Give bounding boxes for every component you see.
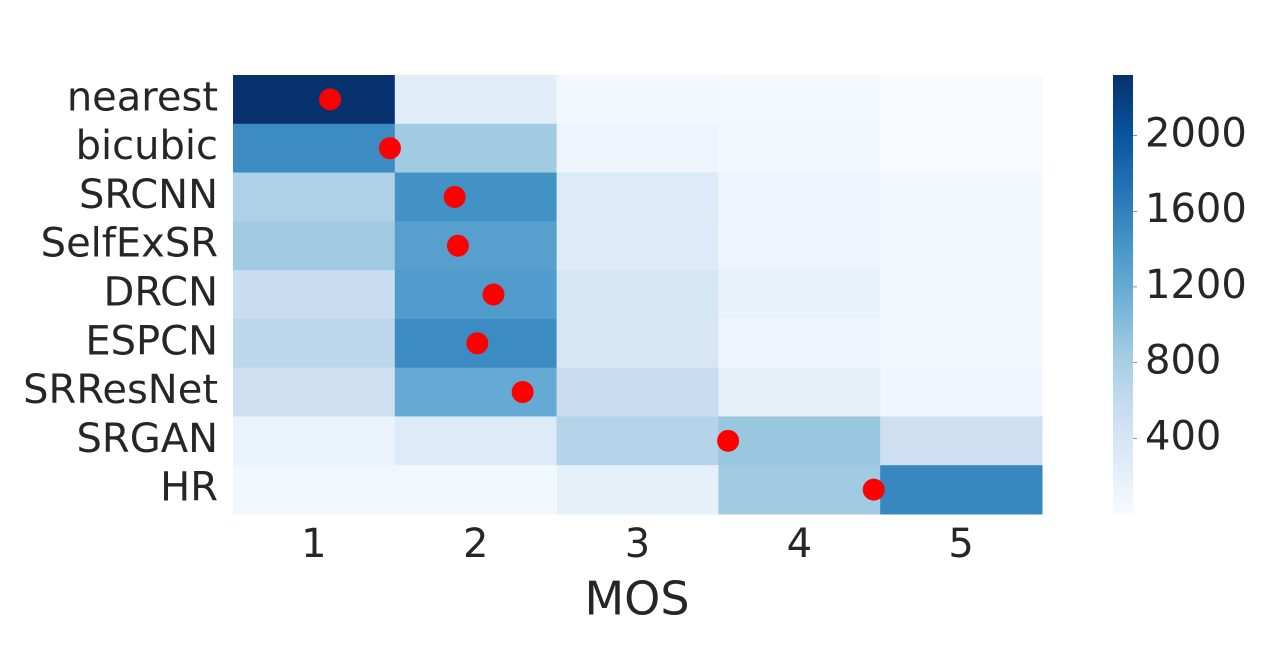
heatmap-cell bbox=[233, 270, 396, 320]
heatmap-cell bbox=[556, 221, 719, 271]
mean-dot bbox=[443, 185, 466, 208]
heatmap-cell bbox=[233, 465, 396, 515]
x-tick-label: 3 bbox=[625, 521, 650, 567]
heatmap-cell bbox=[880, 172, 1043, 222]
y-tick-label: ESPCN bbox=[85, 318, 218, 364]
heatmap-cell bbox=[394, 270, 558, 320]
heatmap-cell bbox=[556, 416, 719, 466]
colorbar-tick-label: 2000 bbox=[1145, 111, 1247, 157]
heatmap-cell bbox=[394, 172, 558, 222]
heatmap-cell bbox=[233, 367, 396, 417]
y-tick-label: nearest bbox=[67, 74, 218, 120]
x-tick-label: 4 bbox=[787, 521, 812, 567]
colorbar-tick-label: 1200 bbox=[1145, 262, 1247, 308]
heatmap-cell bbox=[556, 465, 719, 515]
heatmap-cell bbox=[233, 75, 396, 125]
heatmap-cell bbox=[718, 465, 881, 515]
heatmap-cell bbox=[880, 75, 1043, 125]
y-tick-label: SRCNN bbox=[79, 172, 218, 218]
heatmap-cell bbox=[880, 270, 1043, 320]
heatmap-cell bbox=[880, 221, 1043, 271]
y-tick-label: SelfExSR bbox=[41, 221, 218, 267]
x-axis-label: MOS bbox=[584, 572, 689, 626]
y-tick-label: bicubic bbox=[76, 123, 218, 169]
colorbar-tick-label: 400 bbox=[1145, 413, 1221, 459]
heatmap-cell bbox=[233, 318, 396, 369]
mean-dot bbox=[446, 234, 469, 257]
heatmap-cell bbox=[718, 318, 881, 369]
heatmap-cell bbox=[394, 416, 558, 466]
y-tick-label: HR bbox=[160, 465, 218, 511]
mean-dot bbox=[378, 137, 401, 160]
x-tick-label: 2 bbox=[463, 521, 488, 567]
heatmap-cell bbox=[718, 221, 881, 271]
x-tick-label: 5 bbox=[948, 521, 973, 567]
heatmap-cell bbox=[880, 465, 1043, 515]
heatmap-cell bbox=[394, 465, 558, 515]
heatmap-cell bbox=[394, 221, 558, 271]
colorbar bbox=[1113, 75, 1133, 514]
colorbar-tick-label: 800 bbox=[1145, 338, 1221, 384]
heatmap-cell bbox=[233, 172, 396, 222]
mean-dot bbox=[482, 283, 505, 306]
mean-dot bbox=[511, 381, 534, 404]
mean-dot bbox=[466, 332, 489, 355]
heatmap-cell bbox=[556, 367, 719, 417]
y-tick-label: SRGAN bbox=[77, 416, 218, 462]
heatmap-cell bbox=[718, 172, 881, 222]
heatmap-cell bbox=[718, 270, 881, 320]
heatmap-cell bbox=[556, 318, 719, 369]
x-tick-label: 1 bbox=[301, 521, 326, 567]
y-tick-label: SRResNet bbox=[23, 367, 218, 413]
mean-dot bbox=[862, 478, 885, 501]
heatmap-cell bbox=[233, 221, 396, 271]
heatmap-cell bbox=[880, 416, 1043, 466]
heatmap-cell bbox=[233, 123, 396, 174]
y-tick-label: DRCN bbox=[104, 270, 218, 316]
heatmap-cell bbox=[718, 75, 881, 125]
heatmap-cell bbox=[718, 123, 881, 174]
heatmap-cell bbox=[556, 270, 719, 320]
heatmap-cell bbox=[880, 318, 1043, 369]
heatmap-cell bbox=[556, 123, 719, 174]
mean-dot bbox=[319, 88, 342, 111]
heatmap-cell bbox=[556, 172, 719, 222]
mean-dot bbox=[717, 429, 740, 452]
heatmap-cell bbox=[880, 123, 1043, 174]
heatmap-cell bbox=[718, 367, 881, 417]
heatmap-cell bbox=[556, 75, 719, 125]
heatmap-cell bbox=[880, 367, 1043, 417]
heatmap-cell bbox=[233, 416, 396, 466]
heatmap-cell bbox=[394, 75, 558, 125]
colorbar-tick-label: 1600 bbox=[1145, 186, 1247, 232]
heatmap-cell bbox=[718, 416, 881, 466]
heatmap-cell bbox=[394, 123, 558, 174]
